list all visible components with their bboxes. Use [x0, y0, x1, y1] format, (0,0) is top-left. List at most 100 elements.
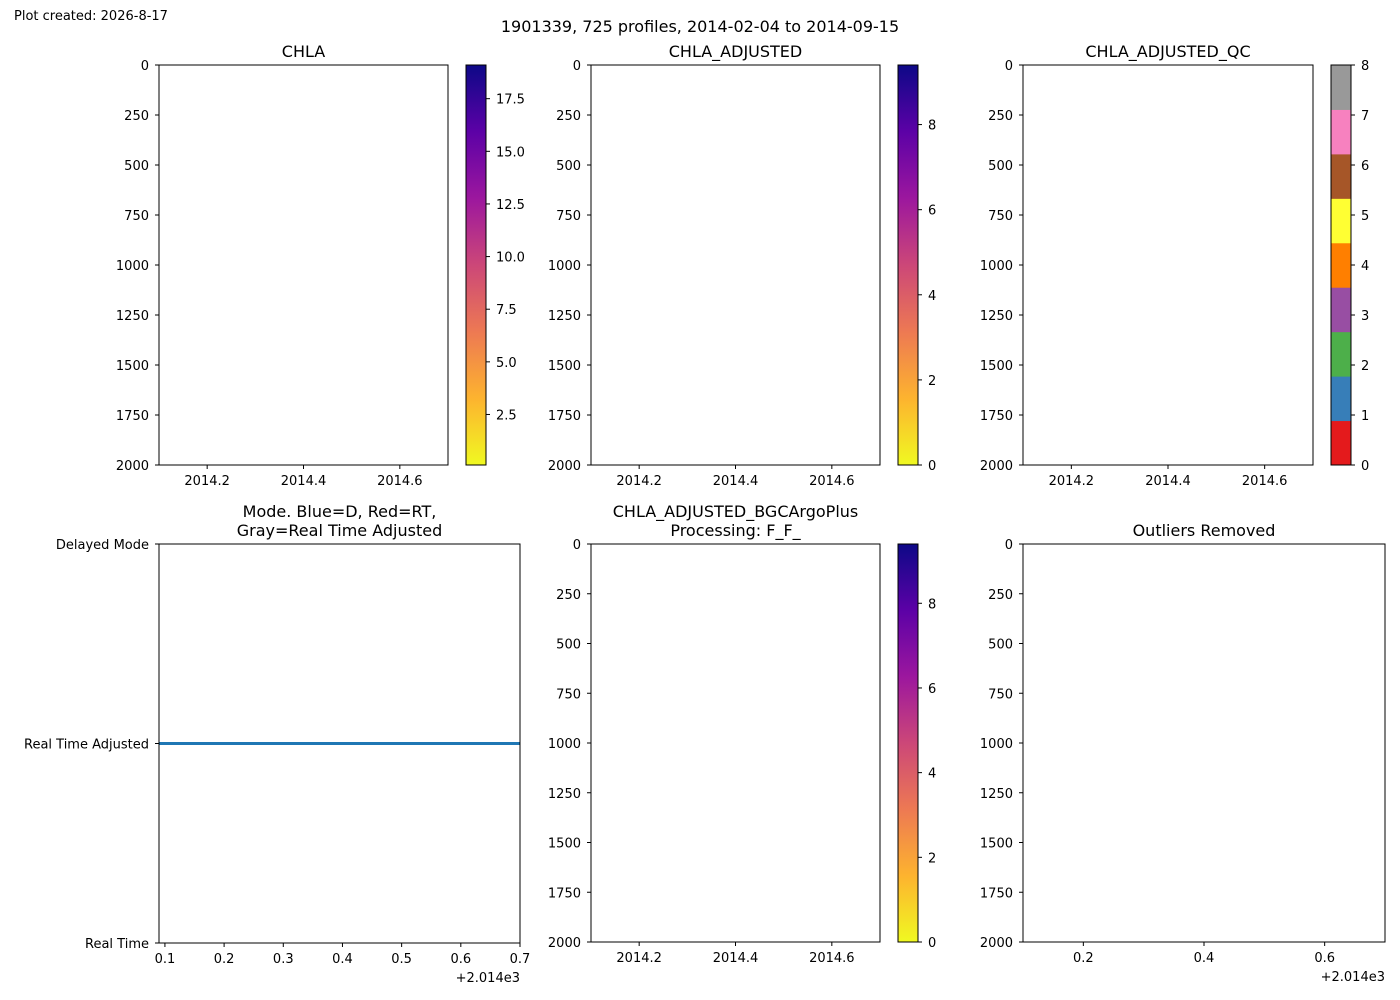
panel-1-title: CHLA	[282, 42, 325, 61]
panel-3-colorbar-segment	[1331, 331, 1351, 377]
panel-3-ytick-label: 1500	[980, 359, 1013, 374]
panel-2-colorbar-fill	[898, 65, 918, 465]
panel-4-title: Mode. Blue=D, Red=RT,	[243, 502, 437, 521]
panel-2-ytick-label: 2000	[548, 459, 581, 474]
panel-1-colorbar-tick-label: 12.5	[496, 198, 525, 213]
panel-3-colorbar-segment	[1331, 420, 1351, 466]
panel-2-ytick-label: 1750	[548, 409, 581, 424]
panel-2-xtick-label: 2014.6	[809, 474, 855, 489]
panel-6-ytick-label: 1000	[980, 737, 1013, 752]
panel-3-plot-area	[1023, 65, 1313, 465]
panel-3-colorbar-tick-label: 0	[1361, 459, 1369, 474]
panel-3-colorbar-tick-label: 5	[1361, 209, 1369, 224]
panel-3-colorbar-segment	[1331, 198, 1351, 244]
panel-5-xtick-label: 2014.6	[809, 951, 855, 966]
panel-4-title: Gray=Real Time Adjusted	[237, 521, 443, 540]
panel-3-title: CHLA_ADJUSTED_QC	[1085, 42, 1250, 62]
panel-3-colorbar-tick-label: 4	[1361, 259, 1369, 274]
panel-4-ytick-label: Real Time Adjusted	[24, 738, 149, 753]
panel-1-xtick-label: 2014.6	[377, 474, 423, 489]
panel-2-colorbar-tick-label: 2	[928, 374, 936, 389]
panel-1-xtick-label: 2014.2	[184, 474, 230, 489]
panel-1-colorbar-tick-label: 2.5	[496, 408, 517, 423]
panel-3-ytick-label: 500	[988, 159, 1013, 174]
panel-5-ytick-label: 750	[556, 687, 581, 702]
panel-3-ytick-label: 1750	[980, 409, 1013, 424]
panel-6-x-offset-label: +2.014e3	[1321, 970, 1385, 985]
panel-3-colorbar-segment	[1331, 376, 1351, 422]
panel-1-colorbar-tick-label: 15.0	[496, 145, 525, 160]
panel-3-ytick-label: 1000	[980, 259, 1013, 274]
panel-3-xtick-label: 2014.4	[1145, 474, 1191, 489]
panel-6-ytick-label: 1500	[980, 837, 1013, 852]
panel-1-colorbar-frame	[465, 64, 487, 466]
panel-2-colorbar-tick-label: 4	[928, 289, 936, 304]
panel-6-ytick-label: 1750	[980, 886, 1013, 901]
panel-3-ytick-label: 250	[988, 109, 1013, 124]
panel-5-colorbar-tick-label: 2	[928, 851, 936, 866]
panel-5-colorbar-tick-label: 8	[928, 597, 936, 612]
panel-2-plot-area	[591, 65, 880, 465]
panel-6-ytick-label: 250	[988, 588, 1013, 603]
panel-1-ytick-label: 1500	[116, 359, 149, 374]
panel-1-colorbar-tick-label: 5.0	[496, 356, 517, 371]
panel-5-ytick-label: 250	[556, 588, 581, 603]
panel-5-xtick-label: 2014.2	[616, 951, 662, 966]
panel-1-colorbar-tick-label: 7.5	[496, 303, 517, 318]
panel-6-ytick-label: 1250	[980, 787, 1013, 802]
panel-5-ytick-label: 1250	[548, 787, 581, 802]
panel-1-colorbar-tick-label: 10.0	[496, 251, 525, 266]
panel-3-xtick-label: 2014.6	[1242, 474, 1288, 489]
panel-4-ytick-label: Delayed Mode	[56, 538, 149, 553]
panel-2-ytick-label: 1500	[548, 359, 581, 374]
panel-2-ytick-label: 500	[556, 159, 581, 174]
panel-2-colorbar-tick-label: 8	[928, 119, 936, 134]
panel-3-xtick-label: 2014.2	[1049, 474, 1095, 489]
panel-5-colorbar-fill	[898, 544, 918, 942]
panel-5-colorbar-tick-label: 0	[928, 936, 936, 951]
panel-6-plot-area	[1023, 544, 1385, 942]
panel-1-ytick-label: 500	[124, 159, 149, 174]
panel-4-xtick-label: 0.7	[510, 952, 531, 967]
panel-5-colorbar-frame	[897, 543, 919, 943]
panel-5-ytick-label: 500	[556, 638, 581, 653]
panel-3-colorbar-tick-label: 2	[1361, 359, 1369, 374]
panel-6-xtick-label: 0.2	[1073, 951, 1094, 966]
panel-6-xtick-label: 0.4	[1194, 951, 1215, 966]
panel-4-xtick-label: 0.3	[273, 952, 294, 967]
panel-1-ytick-label: 1750	[116, 409, 149, 424]
panel-4-xtick-label: 0.1	[155, 952, 176, 967]
panel-3-colorbar-tick-label: 8	[1361, 59, 1369, 74]
panel-3-ytick-label: 750	[988, 209, 1013, 224]
panel-3-colorbar-segment	[1331, 287, 1351, 333]
panel-3-ytick-label: 1250	[980, 309, 1013, 324]
panel-3-ytick-label: 2000	[980, 459, 1013, 474]
panel-4-xtick-label: 0.6	[450, 952, 471, 967]
panel-2-ytick-label: 250	[556, 109, 581, 124]
panel-3-colorbar-tick-label: 6	[1361, 159, 1369, 174]
panel-2-ytick-label: 0	[573, 59, 581, 74]
panel-3-ytick-label: 0	[1005, 59, 1013, 74]
panel-6-ytick-label: 500	[988, 638, 1013, 653]
panel-2-ytick-label: 1000	[548, 259, 581, 274]
panel-5-ytick-label: 2000	[548, 936, 581, 951]
panel-1-ytick-label: 2000	[116, 459, 149, 474]
panel-5-colorbar-tick-label: 6	[928, 682, 936, 697]
panel-6-ytick-label: 750	[988, 687, 1013, 702]
panel-3-colorbar-segment	[1331, 153, 1351, 199]
panel-4-x-offset-label: +2.014e3	[456, 971, 520, 986]
panel-5-ytick-label: 1500	[548, 837, 581, 852]
panel-3-colorbar-segment	[1331, 109, 1351, 155]
panel-3-colorbar-tick-label: 1	[1361, 409, 1369, 424]
panel-1-plot-area	[159, 65, 448, 465]
panel-2-ytick-label: 1250	[548, 309, 581, 324]
panel-5-title: Processing: F_F_	[670, 521, 801, 541]
panel-5-title: CHLA_ADJUSTED_BGCArgoPlus	[613, 502, 859, 522]
panel-5-ytick-label: 1000	[548, 737, 581, 752]
figure-suptitle: 1901339, 725 profiles, 2014-02-04 to 201…	[501, 17, 899, 36]
panel-1-ytick-label: 250	[124, 109, 149, 124]
panel-2-title: CHLA_ADJUSTED	[669, 42, 802, 62]
panel-2-xtick-label: 2014.2	[616, 474, 662, 489]
panel-3-colorbar-segment	[1331, 65, 1351, 110]
panel-5-ytick-label: 1750	[548, 886, 581, 901]
